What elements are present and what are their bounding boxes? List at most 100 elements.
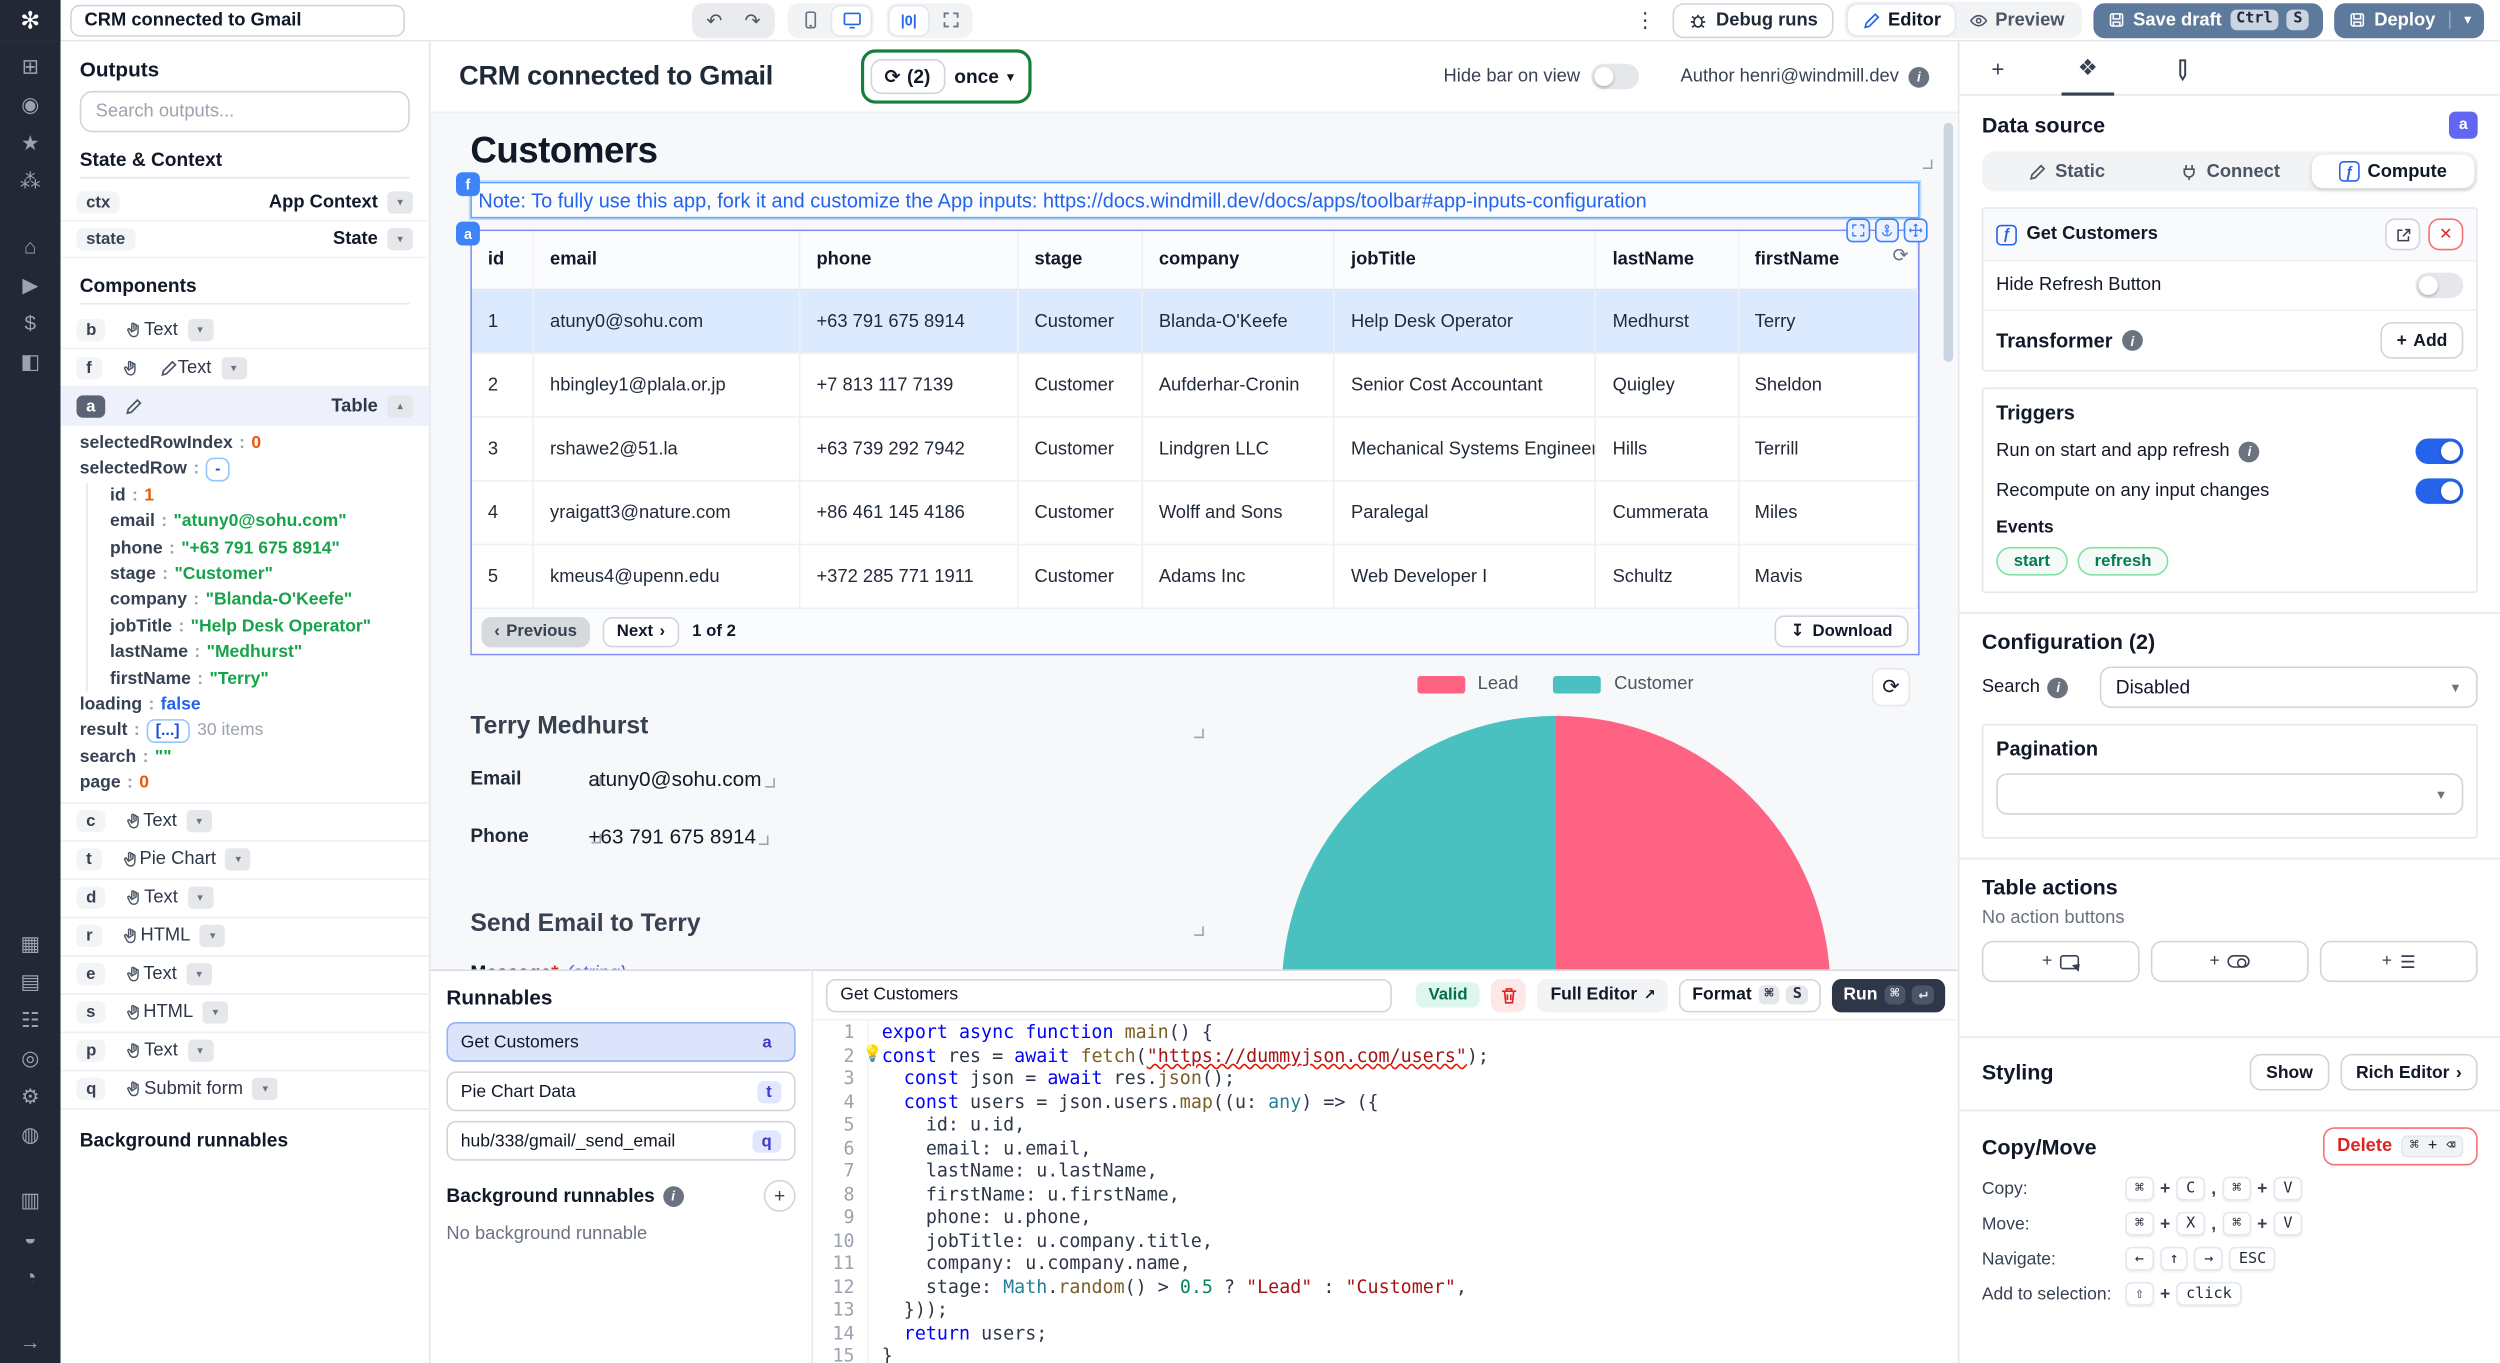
variables-icon[interactable]: $ — [24, 310, 37, 335]
chevron-down-icon[interactable]: ▾ — [187, 886, 213, 910]
mode-static[interactable]: Static — [1985, 155, 2148, 188]
legend-item-Lead[interactable]: Lead — [1417, 674, 1518, 694]
pie-chart-component[interactable]: Lead Customer ⟳ — [1191, 665, 1920, 970]
users-icon[interactable]: ⁂ — [19, 169, 41, 193]
clear-runnable-button[interactable]: ✕ — [2428, 218, 2464, 251]
hand-pointer-icon[interactable] — [112, 927, 141, 946]
hand-pointer-icon[interactable] — [111, 358, 140, 377]
info-icon[interactable]: i — [1908, 66, 1930, 87]
info-icon[interactable]: i — [662, 1185, 684, 1207]
docs-icon[interactable]: ▥ — [20, 1187, 41, 1212]
component-row-r[interactable]: r HTML ▾ — [60, 918, 429, 957]
add-transformer-button[interactable]: + Add — [2380, 322, 2464, 359]
download-button[interactable]: ↧ Download — [1774, 615, 1909, 648]
table-row[interactable]: 5 kmeus4@upenn.edu +372 285 771 1911 Custom… — [471, 544, 1919, 610]
deploy-options-chevron[interactable]: ▾ — [2449, 11, 2484, 29]
apps-icon[interactable]: ⊞ — [21, 54, 39, 79]
component-row-f[interactable]: f Text ▾ — [60, 349, 429, 388]
column-header-stage[interactable]: stage — [1017, 231, 1143, 291]
groups-icon[interactable]: ☷ — [21, 1007, 40, 1032]
debug-runs-button[interactable]: Debug runs — [1672, 2, 1834, 38]
tree-row-selectedRowIndex[interactable]: selectedRowIndex:0 — [79, 433, 262, 453]
note-text-component[interactable]: f Note: To fully use this app, fork it a… — [455, 172, 1922, 221]
settings-icon[interactable]: ⚙ — [21, 1084, 40, 1109]
component-settings-tab[interactable]: ❖ — [2061, 41, 2113, 95]
component-row-q[interactable]: q Submit form ▾ — [60, 1071, 429, 1110]
format-button[interactable]: Format ⌘ S — [1679, 978, 1822, 1012]
tree-row-phone[interactable]: phone: "+63 791 675 8914" — [86, 535, 429, 562]
pencil-icon[interactable] — [149, 358, 178, 377]
chevron-down-icon[interactable]: ▾ — [199, 925, 226, 948]
info-icon[interactable]: i — [2239, 440, 2260, 462]
app-canvas[interactable]: Customers f Note: To fully use this app,… — [430, 111, 1958, 970]
github-icon[interactable]: ◔ — [24, 1264, 37, 1289]
tree-row-email[interactable]: email: "atuny0@sohu.com" — [86, 508, 429, 536]
feedback-icon[interactable]: ◒ — [24, 1226, 37, 1251]
chevron-down-icon[interactable]: ▾ — [252, 1078, 279, 1101]
table-row[interactable]: 1 atuny0@sohu.com +63 791 675 8914 Customer… — [471, 289, 1919, 354]
hand-pointer-icon[interactable] — [115, 1003, 144, 1022]
trigger-toggle[interactable] — [2415, 438, 2464, 464]
hand-pointer-icon[interactable] — [111, 850, 140, 869]
mobile-view-button[interactable] — [791, 6, 829, 35]
column-header-jobTitle[interactable]: jobTitle — [1334, 231, 1597, 291]
tree-row-search[interactable]: search: "" — [79, 747, 172, 767]
table-row[interactable]: 2 hbingley1@plala.or.jp +7 813 117 7139 Cus… — [471, 353, 1919, 418]
component-row-b[interactable]: b Text ▾ — [60, 311, 429, 350]
add-button-action[interactable]: + — [1981, 940, 2140, 983]
info-icon[interactable]: i — [2047, 676, 2069, 698]
canvas-scrollbar[interactable] — [1943, 122, 1954, 362]
hand-pointer-icon[interactable] — [115, 1041, 144, 1060]
open-runnable-icon[interactable] — [2385, 218, 2421, 251]
chevron-down-icon[interactable]: ▾ — [220, 356, 247, 379]
table-row[interactable]: 4 yraigatt3@nature.com +86 461 145 4186 Cus… — [471, 480, 1919, 546]
previous-page-button[interactable]: ‹ Previous — [481, 616, 590, 647]
hand-pointer-icon[interactable] — [115, 1080, 144, 1099]
column-header-company[interactable]: company — [1142, 231, 1336, 291]
folders-icon[interactable]: ▤ — [20, 969, 41, 994]
runnable-item[interactable]: hub/338/gmail/_send_email q — [446, 1120, 796, 1161]
pagination-select[interactable]: ▼ — [1996, 773, 2464, 815]
chevron-down-icon[interactable]: ▾ — [186, 963, 212, 986]
hand-pointer-icon[interactable] — [115, 965, 144, 984]
schedule-dropdown[interactable]: once ▾ — [954, 65, 1015, 88]
search-mode-select[interactable]: Disabled ▼ — [2099, 666, 2478, 708]
add-toggle-action[interactable]: + — [2150, 940, 2309, 983]
move-component-icon[interactable] — [1903, 218, 1928, 243]
runnable-item[interactable]: Pie Chart Data t — [446, 1071, 796, 1112]
chevron-down-icon[interactable]: ▾ — [187, 318, 213, 341]
collapse-arrow-icon[interactable]: → — [19, 1329, 41, 1354]
table-component[interactable]: a ⟳ id email phone stage company jobTitle last… — [455, 218, 1928, 656]
component-row-s[interactable]: s HTML ▾ — [60, 994, 429, 1033]
output-row-ctx[interactable]: ctx App Context ▾ — [60, 185, 429, 222]
runs-icon[interactable]: ▶ — [22, 272, 39, 297]
tree-row-stage[interactable]: stage: "Customer" — [86, 561, 429, 588]
phone-value[interactable]: +63 791 675 8914 — [588, 823, 770, 848]
column-header-phone[interactable]: phone — [799, 231, 1019, 291]
column-header-id[interactable]: id — [471, 231, 535, 291]
delete-component-button[interactable]: Delete ⌘ + ⌫ — [2322, 1127, 2478, 1166]
component-tag-f[interactable]: f — [455, 172, 480, 197]
runnable-name-input[interactable]: Get Customers — [825, 978, 1392, 1012]
trigger-toggle[interactable] — [2415, 478, 2464, 504]
workers-icon[interactable]: ◍ — [21, 1122, 40, 1147]
anchor-component-icon[interactable] — [1875, 218, 1899, 243]
lightbulb-icon[interactable]: 💡 — [862, 1045, 883, 1063]
component-row-table[interactable]: a Table ▾ — [60, 387, 429, 426]
chevron-down-icon[interactable]: ▾ — [387, 191, 413, 214]
search-outputs-input[interactable]: Search outputs... — [79, 90, 410, 133]
mode-connect[interactable]: Connect — [2148, 155, 2311, 188]
user-icon[interactable]: ◉ — [21, 92, 40, 117]
resources-icon[interactable]: ◧ — [20, 349, 41, 374]
full-editor-button[interactable]: Full Editor ↗ — [1537, 978, 1669, 1012]
customers-heading[interactable]: Customers — [470, 129, 1933, 172]
app-title-input[interactable]: CRM connected to Gmail — [70, 3, 405, 36]
hide-bar-toggle[interactable] — [1591, 63, 1640, 90]
editor-tab[interactable]: Editor — [1848, 4, 1956, 36]
tree-row-firstName[interactable]: firstName: "Terry" — [86, 665, 429, 693]
email-value[interactable]: atuny0@sohu.com — [588, 766, 774, 791]
tree-row-result[interactable]: result: [...] 30 items — [80, 718, 429, 744]
tree-row-selectedRow[interactable]: selectedRow: - — [80, 457, 429, 483]
preview-tab[interactable]: Preview — [1955, 5, 2079, 35]
redo-button[interactable]: ↷ — [744, 8, 761, 32]
